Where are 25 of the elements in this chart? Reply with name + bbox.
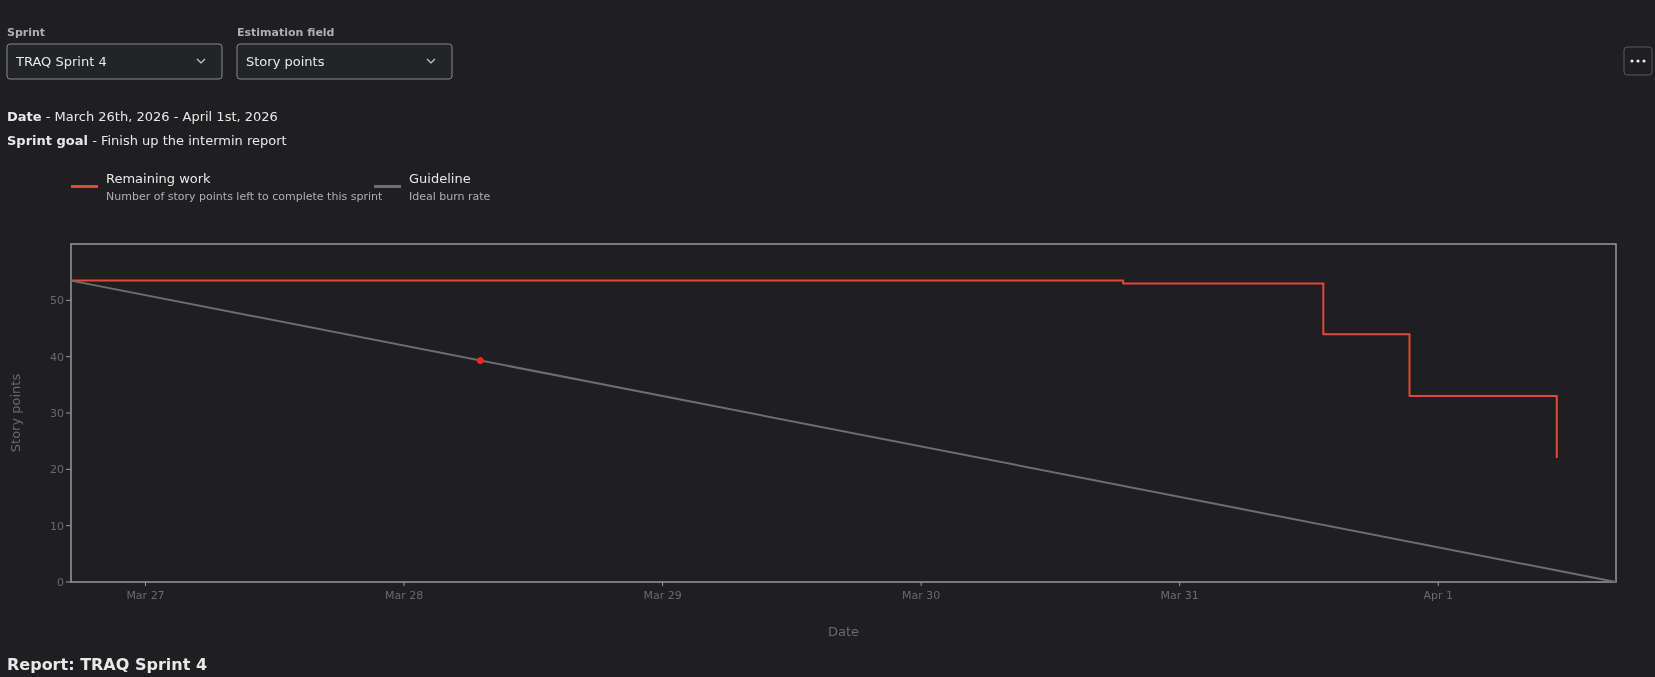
y-tick-label: 0 bbox=[57, 575, 64, 589]
x-tick-label: Mar 29 bbox=[643, 589, 682, 602]
text: Sprint bbox=[7, 26, 46, 39]
y-axis-title: Story points bbox=[8, 373, 23, 453]
text: Number of story points left to complete this sprint bbox=[106, 190, 383, 203]
x-tick-label: Apr 1 bbox=[1423, 589, 1454, 602]
y-tick-label: 20 bbox=[50, 463, 64, 477]
dropdown-field: Story points bbox=[236, 43, 453, 80]
y-tick-label: 10 bbox=[50, 519, 64, 533]
text: Ideal burn rate bbox=[409, 190, 491, 203]
x-tick-label: Mar 28 bbox=[384, 589, 424, 602]
x-tick-label: Mar 30 bbox=[902, 589, 941, 602]
text: Sprint goal - Finish up the intermin report bbox=[7, 133, 287, 148]
legend-label: Guideline bbox=[409, 171, 471, 186]
y-tick-label: 50 bbox=[50, 294, 64, 308]
dropdown-field: TRAQ Sprint 4 bbox=[6, 43, 223, 80]
legend-label: Remaining work bbox=[106, 171, 212, 186]
x-axis-title: Date bbox=[827, 624, 860, 639]
text: Report: TRAQ Sprint 4 bbox=[7, 655, 208, 674]
x-tick-label: Mar 27 bbox=[126, 589, 165, 602]
text: Estimation field bbox=[237, 26, 335, 39]
x-tick-label: Mar 31 bbox=[1160, 589, 1199, 602]
y-tick-label: 30 bbox=[50, 406, 64, 420]
y-tick-label: 40 bbox=[50, 350, 64, 364]
text: Date - March 26th, 2026 - April 1st, 2026 bbox=[7, 109, 278, 124]
